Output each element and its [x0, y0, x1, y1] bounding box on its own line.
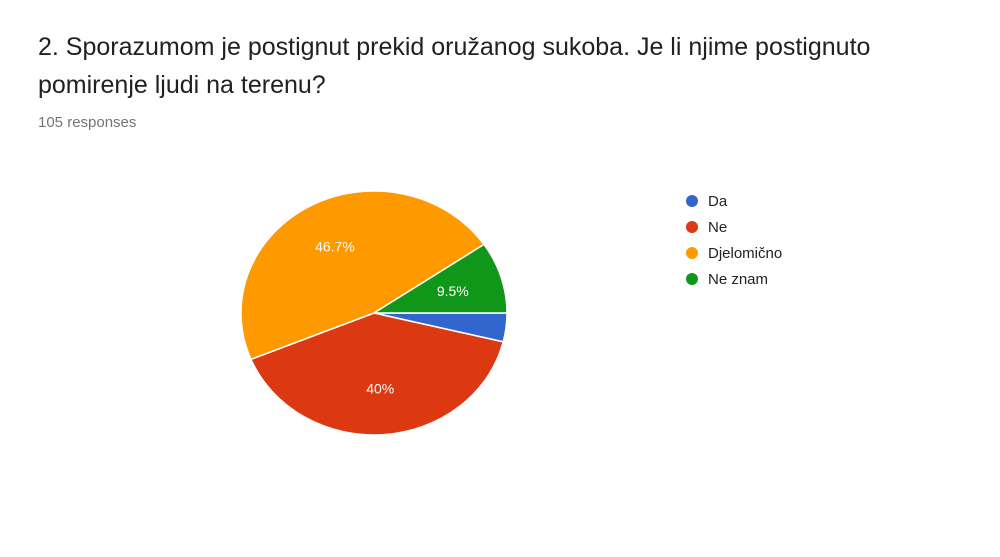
legend-swatch	[686, 195, 698, 207]
question-title: 2. Sporazumom je postignut prekid oružan…	[38, 33, 871, 99]
slice-label: 46.7%	[315, 238, 355, 254]
legend-item[interactable]: Djelomično	[686, 240, 782, 266]
legend-item[interactable]: Ne	[686, 214, 782, 240]
legend-swatch	[686, 273, 698, 285]
pie-slice-ne[interactable]	[249, 312, 505, 436]
chart-legend: Da Ne Djelomično Ne znam	[686, 188, 782, 292]
response-count: 105 responses	[38, 114, 137, 131]
pie-slice-ne-znam[interactable]	[371, 243, 508, 314]
legend-item[interactable]: Da	[686, 188, 782, 214]
legend-label: Da	[708, 192, 728, 210]
legend-label: Djelomično	[708, 244, 783, 262]
slice-label: 9.5%	[437, 283, 469, 299]
slice-label: 40%	[366, 380, 394, 396]
legend-label: Ne znam	[708, 270, 769, 288]
legend-label: Ne	[708, 218, 728, 236]
legend-item[interactable]: Ne znam	[686, 266, 782, 292]
legend-swatch	[686, 221, 698, 233]
legend-swatch	[686, 247, 698, 259]
pie-slice-djelomično[interactable]	[240, 190, 486, 361]
